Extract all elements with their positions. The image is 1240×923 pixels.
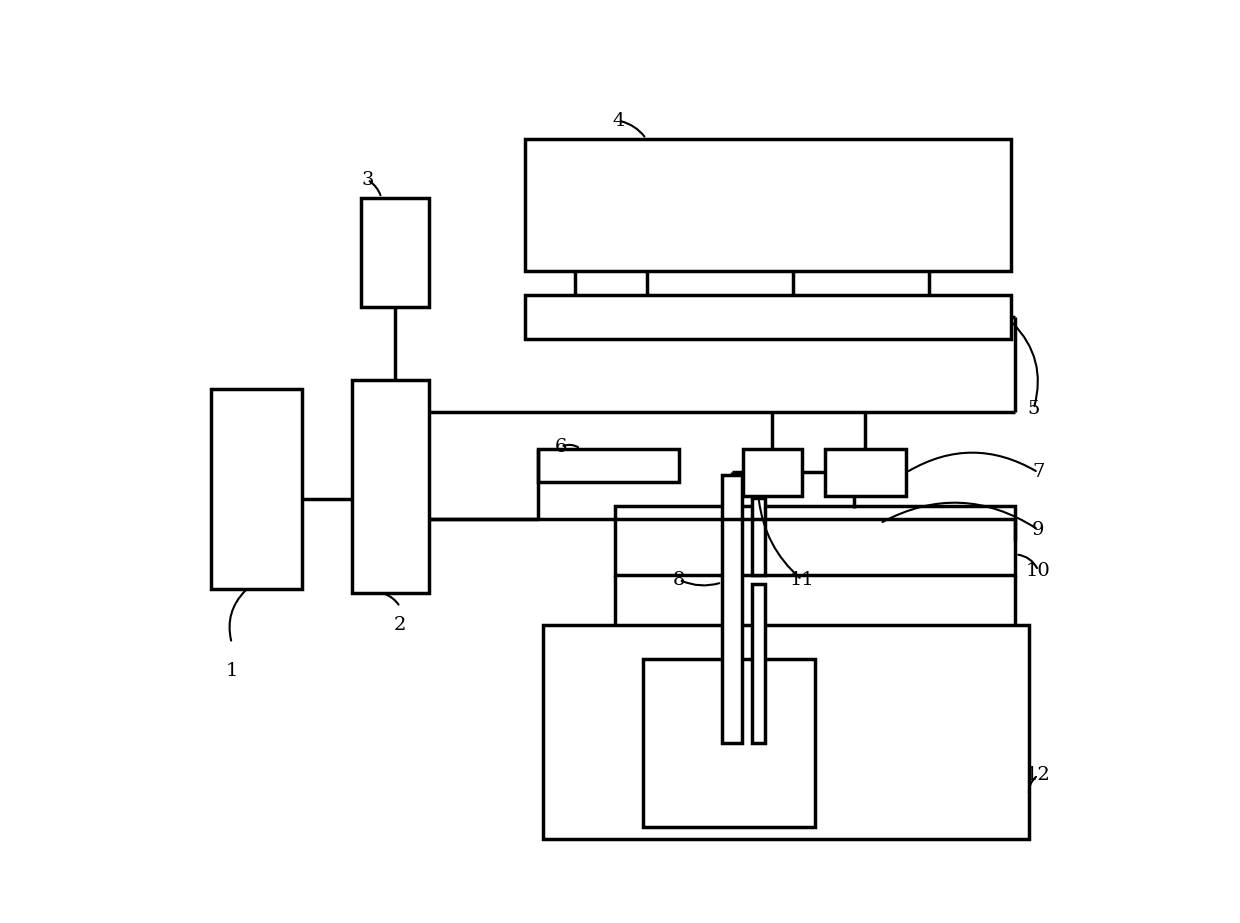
Text: 6: 6 xyxy=(554,438,567,456)
Bar xyxy=(211,389,301,589)
Bar xyxy=(361,198,429,307)
Text: 8: 8 xyxy=(673,570,686,589)
Bar xyxy=(525,138,1011,270)
Text: 5: 5 xyxy=(1028,400,1040,418)
Bar xyxy=(825,449,906,496)
Bar xyxy=(543,625,1029,839)
Bar xyxy=(352,379,429,593)
Text: 11: 11 xyxy=(790,570,815,589)
Text: 10: 10 xyxy=(1025,561,1050,580)
Text: 3: 3 xyxy=(361,171,373,188)
Bar xyxy=(743,449,802,496)
Text: 9: 9 xyxy=(1032,521,1044,539)
Bar xyxy=(827,508,880,539)
Bar xyxy=(642,659,816,827)
Text: 12: 12 xyxy=(1025,766,1050,785)
Bar xyxy=(722,475,742,743)
Bar xyxy=(751,584,765,743)
Bar xyxy=(538,449,680,482)
Text: 2: 2 xyxy=(394,617,407,634)
Bar xyxy=(525,295,1011,339)
Text: 1: 1 xyxy=(226,662,238,679)
Text: 7: 7 xyxy=(1032,463,1044,482)
Text: 4: 4 xyxy=(613,112,625,129)
Bar xyxy=(615,506,1016,575)
Bar xyxy=(751,497,765,575)
